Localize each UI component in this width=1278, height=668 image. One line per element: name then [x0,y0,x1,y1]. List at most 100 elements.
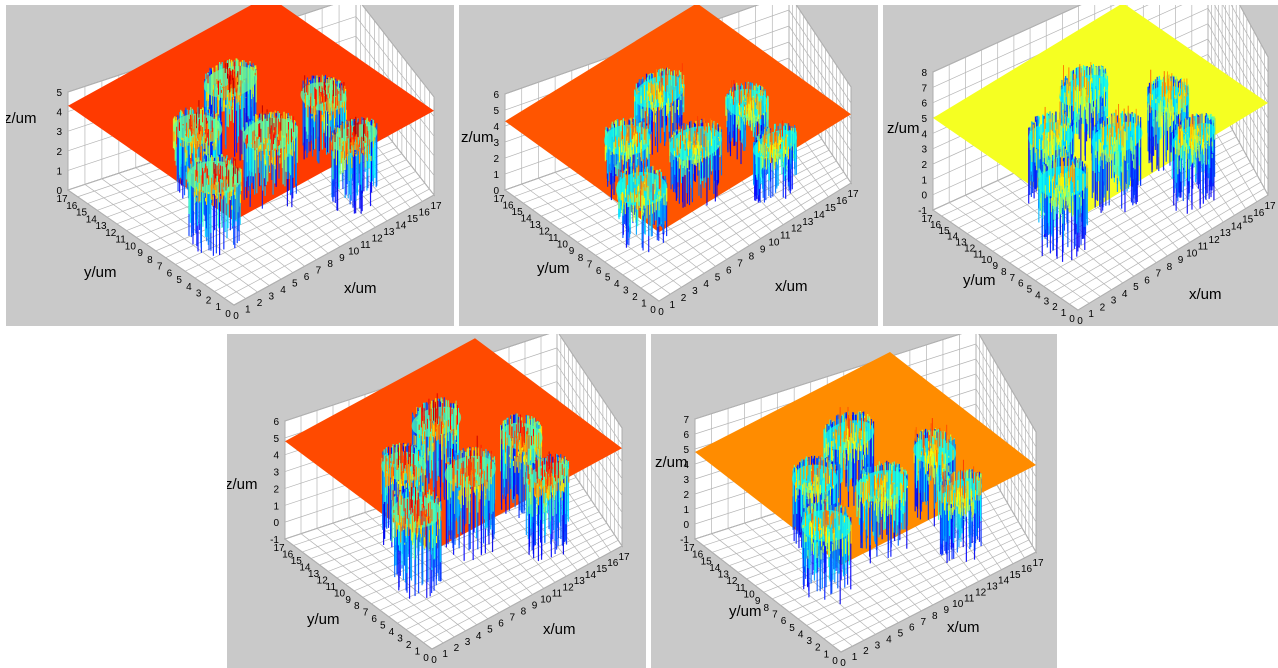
x-tick-label: 8 [1167,262,1173,273]
grid-line [194,171,416,279]
grid-line [521,183,671,295]
x-tick-label: 15 [1242,215,1254,226]
y-tick-label: 10 [125,241,137,252]
grid-line [355,16,435,117]
grid-line [233,194,435,306]
z-axis-label: z/um [6,110,37,127]
y-tick-label: 15 [512,207,524,218]
grid-line [932,5,1082,73]
x-tick-label: 8 [749,251,755,262]
grid-line [1077,194,1269,311]
grid-line [361,5,435,98]
grid-line [965,195,1101,297]
grid-line [1052,175,1258,293]
x-tick-label: 7 [1155,269,1161,280]
x-tick-label: 0 [658,307,664,318]
x-tick-label: 13 [383,227,395,238]
z-tick-label: -1 [918,206,927,217]
x-tick-label: 16 [1253,208,1265,219]
grid-line [1207,23,1269,134]
x-tick-label: 15 [825,203,837,214]
grid-line [788,25,852,120]
grid-line [556,347,623,446]
z-tick-label: 4 [921,129,927,140]
x-tick-label: 4 [1122,289,1128,300]
y-tick-label: 3 [1044,296,1050,307]
grid-line [1035,162,1251,281]
y-tick-label: 12 [105,228,117,239]
x-tick-label: 13 [802,217,814,228]
z-tick-label: 3 [921,145,927,156]
x-tick-label: 5 [715,272,721,283]
y-tick-label: 16 [930,220,942,231]
y-tick-label: 15 [76,208,88,219]
grid-line [423,539,619,643]
surface-chart-svg: 0123456789101112131415161701234567891011… [6,5,442,322]
z-tick-label: 0 [56,186,62,197]
y-tick-label: 10 [557,240,569,251]
x-tick-label: 17 [847,189,859,200]
y-tick-label: 6 [167,268,173,279]
y-tick-label: 2 [632,292,638,303]
x-tick-label: 17 [430,201,442,212]
grid-line [300,533,444,644]
x-tick-label: 1 [1088,309,1094,320]
y-tick-label: 1 [1061,308,1067,319]
z-tick-label: 3 [56,127,62,138]
grid-line [397,522,607,624]
x-tick-label: 1 [245,305,251,316]
grid-line [214,182,425,292]
grid-line [640,171,844,289]
x-tick-label: 5 [292,279,298,290]
grid-line [649,177,848,295]
grid-line [631,166,841,282]
z-tick-label: 5 [493,106,499,117]
z-tick-label: 2 [493,154,499,165]
x-tick-label: 2 [681,293,687,304]
grid-line [981,187,1112,290]
y-tick-label: 13 [530,220,542,231]
y-tick-label: 7 [157,262,163,273]
y-tick-label: 8 [578,253,584,264]
x-tick-label: 9 [339,253,345,264]
x-tick-label: 3 [269,292,275,303]
surface-pit-top [173,113,223,145]
x-tick-label: 6 [1144,275,1150,286]
grid-line [224,188,430,299]
z-tick-label: 6 [921,99,927,110]
tick-labels: 0123456789101112131415161701234567891011… [918,68,1276,326]
y-tick-label: 3 [623,285,629,296]
z-tick-label: 8 [921,68,927,79]
y-tick-label: 8 [1001,267,1007,278]
y-tick-label: 9 [569,246,575,257]
grid-line [788,9,852,104]
z-tick-label: 0 [921,191,927,202]
chart-panel-4: 0 1 2 3 4 5 6 7 8 9 10 11 12 13 14 15 16 17 0 1 2 3 4 5 6 7 8 9 10 11… [227,334,646,668]
grid-line [538,177,682,288]
grid-line [414,534,615,637]
grid-line [101,178,258,293]
grid-line [932,209,1079,311]
grid-line [1222,5,1269,88]
grid-line [348,517,477,626]
x-tick-label: 10 [768,238,780,249]
z-tick-label: 2 [921,160,927,171]
z-tick-label: 0 [493,186,499,197]
x-tick-label: 13 [1220,228,1232,239]
x-tick-label: 14 [814,210,826,221]
z-tick-label: 7 [921,83,927,94]
y-tick-label: 2 [1052,302,1058,313]
y-tick-label: 4 [186,282,192,293]
x-tick-label: 9 [1178,255,1184,266]
x-tick-label: 0 [233,311,239,322]
y-tick-label: 6 [596,266,602,277]
y-axis-label: y/um [537,260,570,277]
x-tick-label: 10 [348,246,360,257]
surface-data [285,338,622,599]
y-tick-label: 13 [956,238,968,249]
grid-line [431,545,623,650]
grid-line [504,189,660,302]
grid-line [622,160,837,276]
x-tick-label: 4 [280,285,286,296]
y-tick-label: 17 [56,194,68,205]
